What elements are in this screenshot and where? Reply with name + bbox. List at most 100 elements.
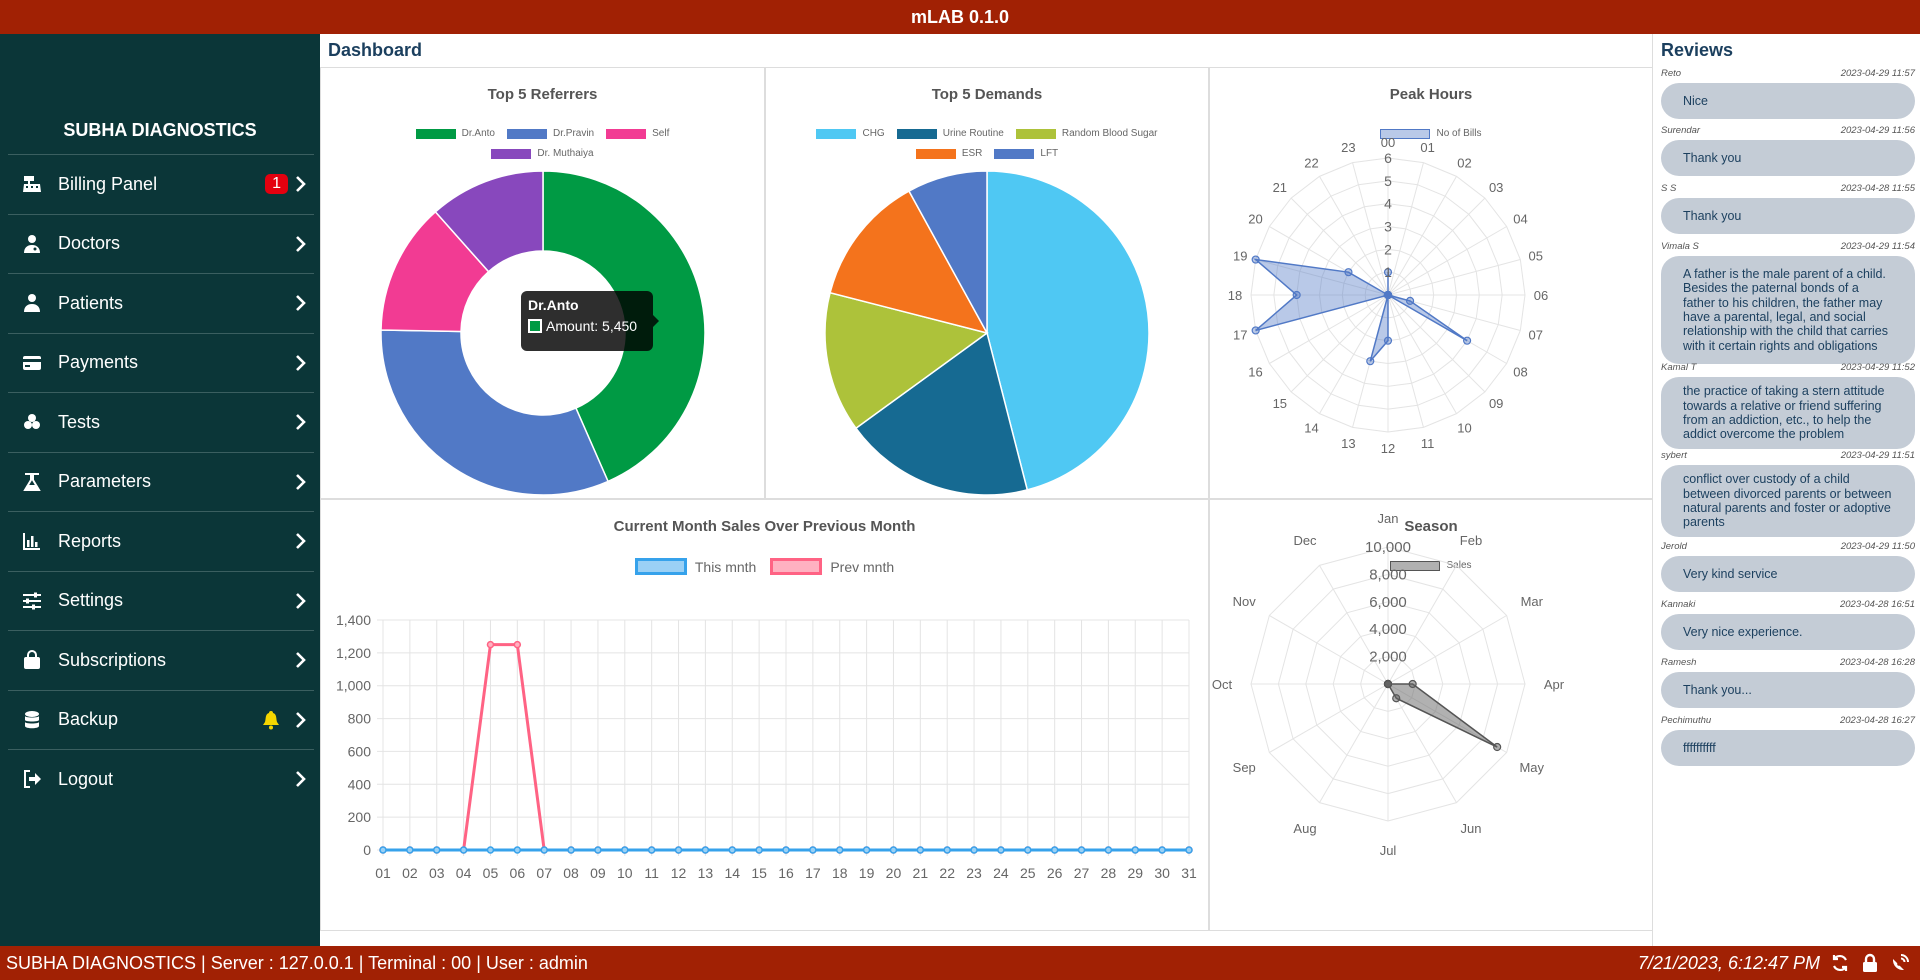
radar-axis-label: 01 [1420,140,1434,155]
radar-point[interactable] [1405,296,1415,306]
line-point[interactable] [513,640,522,649]
sidebar-item-label: Doctors [58,233,121,254]
legend-item[interactable]: Sales [1390,560,1472,571]
legend-item[interactable]: CHG [816,128,885,139]
line-point[interactable] [889,846,898,854]
radar-point[interactable] [1251,255,1260,264]
line-point[interactable] [459,846,468,854]
line-point[interactable] [809,846,817,854]
pie-slice[interactable] [854,331,1029,496]
legend-item[interactable]: Prev mnth [770,558,894,575]
line-point[interactable] [567,846,575,854]
line-point[interactable] [647,846,656,854]
pie-slice[interactable] [986,170,1150,491]
pie-slice[interactable] [380,329,610,496]
sidebar-item-tests[interactable]: Tests [8,392,314,452]
radar-spoke [1319,294,1389,414]
sidebar-item-backup[interactable]: Backup [8,689,314,750]
radar-point[interactable] [1383,290,1393,300]
radar-point[interactable] [1392,694,1401,703]
radar-point[interactable] [1344,268,1353,277]
radar-spoke [1387,294,1424,428]
lock-icon[interactable] [1860,953,1880,973]
pie-slice[interactable] [434,170,544,273]
line-point[interactable] [486,640,495,649]
radar-point[interactable] [1292,290,1301,300]
sidebar-item-settings[interactable]: Settings [8,570,314,631]
line-point[interactable] [1158,846,1166,854]
line-point[interactable] [1104,846,1113,854]
x-tick-label: 17 [805,865,821,881]
line-point[interactable] [432,846,441,854]
radar-point[interactable] [1366,357,1375,366]
pie-slice[interactable] [907,170,988,334]
pie-slice[interactable] [824,291,989,430]
sidebar-item-reports[interactable]: Reports [8,511,314,571]
line-point[interactable] [916,846,925,854]
sidebar-item-billing-panel[interactable]: Billing Panel 1 [8,154,314,214]
sidebar-item-patients[interactable]: Patients [8,273,314,333]
sidebar-item-doctors[interactable]: Doctors [8,213,314,274]
sidebar-item-parameters[interactable]: Parameters [8,451,314,512]
sync-icon[interactable] [1830,953,1850,973]
line-point[interactable] [997,846,1005,854]
line-point[interactable] [1131,846,1140,854]
sidebar-item-label: Logout [58,768,114,789]
radar-point[interactable] [1408,679,1417,689]
chart-tooltip: Dr.Anto Amount: 5,450 [521,291,659,351]
radar-point[interactable] [1383,679,1393,689]
line-point[interactable] [594,846,602,854]
line-point[interactable] [835,846,844,854]
legend-item[interactable]: Dr. Muthaiya [491,148,594,159]
sidebar-item-subscriptions[interactable]: Subscriptions [8,630,314,690]
app-title: mLAB 0.1.0 [910,6,1010,27]
legend-item[interactable]: LFT [994,148,1058,159]
legend-item[interactable]: Dr.Anto [415,128,495,139]
sidebar-item-logout[interactable]: Logout [8,749,314,809]
legend-label: Urine Routine [942,128,1004,139]
line-point[interactable] [1185,846,1193,854]
legend-item[interactable]: This mnth [634,558,756,575]
radar-point[interactable] [1251,326,1260,335]
legend-item[interactable]: Random Blood Sugar [1015,128,1158,139]
legend-item[interactable]: ESR [915,148,982,159]
legend-item[interactable]: Dr.Pravin [507,128,594,139]
line-point[interactable] [486,846,495,854]
pie-slice[interactable] [829,190,989,335]
demands-legend: CHG Urine Routine Random Blood Sugar ESR LFT [766,128,1208,168]
line-point[interactable] [1050,846,1059,854]
line-point[interactable] [540,846,548,854]
line-point[interactable] [755,846,763,854]
line-point[interactable] [782,846,790,854]
line-point[interactable] [728,846,737,854]
bell-icon[interactable] [262,710,280,730]
line-point[interactable] [379,846,387,854]
sales-legend: This mnth Prev mnth [321,558,1208,575]
line-point[interactable] [406,846,414,854]
line-point[interactable] [1077,846,1086,854]
line-point[interactable] [513,846,522,854]
legend-label: No of Bills [1436,128,1482,139]
sales-chart-panel: Current Month Sales Over Previous Month … [320,499,1209,931]
legend-item[interactable]: Self [606,128,669,139]
line-point[interactable] [943,846,951,854]
radar-point[interactable] [1493,742,1502,752]
x-tick-label: 06 [510,865,526,881]
radar-axis-label: 11 [1421,436,1435,451]
legend-item[interactable]: No of Bills [1380,128,1482,139]
line-point[interactable] [970,846,978,854]
satellite-dish-icon[interactable] [1890,953,1910,973]
radar-point[interactable] [1383,336,1393,345]
line-point[interactable] [862,846,871,854]
legend-item[interactable]: Urine Routine [896,128,1004,139]
radar-point[interactable] [1462,336,1472,345]
line-point[interactable] [1024,846,1032,854]
sidebar-item-payments[interactable]: Payments [8,332,314,393]
line-point[interactable] [701,846,710,854]
radar-point[interactable] [1383,268,1393,277]
pie-slice[interactable] [542,170,706,483]
radar-axis-label: Aug [1293,821,1316,836]
line-point[interactable] [621,846,629,854]
line-point[interactable] [674,846,683,854]
legend-label: Dr. Muthaiya [537,148,594,159]
